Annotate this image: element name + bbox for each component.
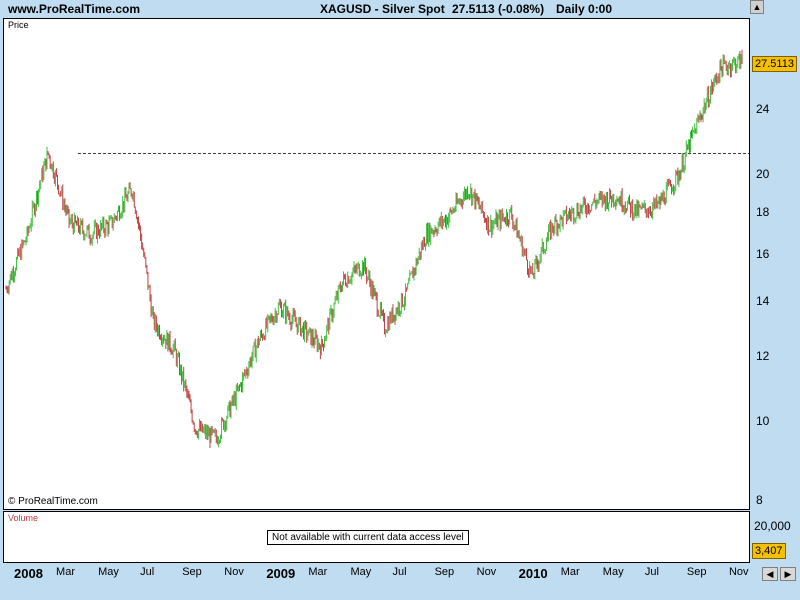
price-tick-label: 14 <box>756 294 770 308</box>
time-tick-label: Mar <box>56 566 75 578</box>
time-tick-label: Jul <box>140 566 155 578</box>
time-tick-label: Jul <box>644 566 659 578</box>
price-tick-label: 8 <box>756 493 763 507</box>
time-tick-label: May <box>602 566 624 578</box>
time-tick-label: Sep <box>434 566 455 578</box>
time-tick-label: 2010 <box>518 566 548 581</box>
time-tick-label: Nov <box>476 566 497 578</box>
copyright: © ProRealTime.com <box>8 496 98 507</box>
time-tick-label: Nov <box>728 566 749 578</box>
volume-panel-label: Volume <box>8 513 39 523</box>
data-access-notice: Not available with current data access l… <box>267 530 469 545</box>
horizontal-scroll[interactable]: ◀ ▶ <box>762 567 798 581</box>
title-bar: www.ProRealTime.com XAGUSD - Silver Spot… <box>0 0 800 20</box>
price-tick-label: 24 <box>756 102 770 117</box>
time-tick-label: Sep <box>182 566 202 578</box>
time-tick-label: Jul <box>392 566 407 578</box>
volume-last-badge: 3,407 <box>752 543 786 559</box>
volume-panel: Volume Not available with current data a… <box>3 511 750 563</box>
price-change: 27.5113 (-0.08%) <box>452 2 545 16</box>
time-tick-label: 2008 <box>14 566 43 581</box>
time-tick-label: Nov <box>224 566 244 578</box>
time-tick-label: 2009 <box>266 566 296 581</box>
symbol-title: XAGUSD - Silver Spot <box>320 2 445 16</box>
time-tick-label: Sep <box>686 566 707 578</box>
price-panel: Price © ProRealTime.com <box>3 18 750 510</box>
price-tick-label: 16 <box>756 246 770 261</box>
time-tick-label: May <box>98 566 119 578</box>
period-title: Daily 0:00 <box>556 2 613 16</box>
time-tick-label: Mar <box>560 566 580 578</box>
last-price-badge: 27.5113 <box>752 56 797 72</box>
time-tick-label: May <box>350 566 372 578</box>
site-url[interactable]: www.ProRealTime.com <box>8 2 141 16</box>
price-tick-label: 18 <box>756 204 770 219</box>
price-tick-label: 12 <box>756 348 770 363</box>
price-panel-label: Price <box>8 20 29 30</box>
scroll-left-icon[interactable]: ◀ <box>762 567 778 581</box>
time-tick-label: Mar <box>308 566 328 578</box>
scroll-right-icon[interactable]: ▶ <box>780 567 796 581</box>
volume-axis-label: 20,000 <box>754 519 791 533</box>
scroll-up-button[interactable]: ▲ <box>750 0 764 14</box>
price-tick-label: 20 <box>756 167 770 182</box>
price-tick-label: 10 <box>756 413 770 428</box>
